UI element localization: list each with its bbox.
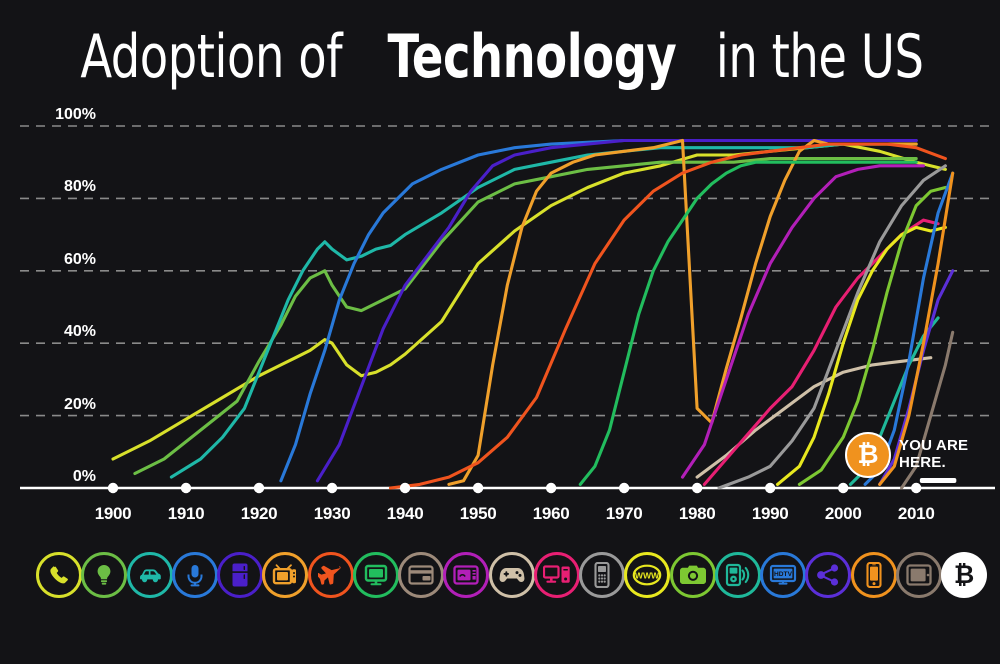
x-tick-dot: [326, 482, 338, 494]
x-axis-label: 2010: [897, 504, 935, 523]
x-axis-label: 1940: [386, 504, 424, 523]
series-line-television: [447, 138, 918, 486]
current-year-bar: [919, 478, 957, 483]
legend-smartphone-icon[interactable]: [850, 552, 897, 598]
legend-hdtv-icon[interactable]: HDTV: [760, 552, 806, 598]
y-axis-label: 60%: [63, 250, 96, 268]
series-line-refrigerator: [315, 138, 918, 483]
legend-www-icon[interactable]: WWW: [624, 552, 671, 598]
chart-plot-area: [0, 110, 1000, 510]
legend-game-controller-icon[interactable]: [488, 552, 535, 598]
page-title: Adoption of Technology in the US: [0, 22, 1000, 92]
legend-computer-icon[interactable]: [533, 552, 580, 598]
svg-text:HDTV: HDTV: [774, 571, 793, 578]
series-line-airplane: [388, 142, 947, 490]
legend-refrigerator-icon[interactable]: [217, 552, 263, 598]
series-line-car: [169, 142, 918, 479]
legend-microwave-icon[interactable]: [443, 552, 490, 598]
series-line-tablet: [900, 330, 955, 490]
legend-digital-camera-icon[interactable]: [669, 552, 716, 598]
you-are-here-line1: YOU ARE: [899, 437, 969, 455]
legend-credit-card-icon[interactable]: [398, 552, 444, 598]
title-emphasis: Technology: [387, 22, 676, 92]
legend-television-icon[interactable]: [262, 552, 309, 598]
x-tick-dot: [910, 482, 922, 494]
y-axis-label: 80%: [63, 178, 96, 196]
technology-icon-legend: WWW HDTV ₿: [0, 552, 1000, 624]
you-are-here-line2: HERE.: [899, 454, 946, 471]
x-axis-label: 1980: [678, 504, 716, 523]
x-axis-label: 1960: [532, 504, 570, 523]
svg-text:₿: ₿: [954, 560, 974, 589]
current-position-marker: [919, 478, 957, 483]
series-line-cellphone: [717, 164, 947, 490]
x-tick-dot: [837, 482, 849, 494]
title-part1: Adoption of: [80, 22, 343, 92]
series-line-digital-camera: [797, 185, 947, 486]
legend-share-icon[interactable]: [805, 552, 852, 598]
x-tick-dot: [107, 482, 119, 494]
x-axis: [107, 482, 922, 494]
x-axis-label: 2000: [824, 504, 862, 523]
legend-color-tv-icon[interactable]: [352, 552, 399, 598]
title-part2: in the US: [716, 22, 924, 92]
bitcoin-icon: ₿: [845, 432, 891, 478]
x-axis-label: 1910: [167, 504, 205, 523]
legend-bitcoin-icon[interactable]: ₿: [941, 552, 987, 598]
x-axis-label: 1950: [459, 504, 497, 523]
x-axis-label: 1930: [313, 504, 351, 523]
x-tick-dot: [180, 482, 192, 494]
legend-lightbulb-icon[interactable]: [81, 552, 128, 598]
x-axis-label: 1990: [751, 504, 789, 523]
y-axis-label: 0%: [72, 468, 96, 485]
legend-mp3-player-icon[interactable]: [714, 552, 761, 598]
legend-cellphone-icon[interactable]: [579, 552, 625, 598]
you-are-here-label: YOU ARE HERE.: [899, 437, 969, 472]
x-tick-dot: [472, 482, 484, 494]
x-tick-dot: [691, 482, 703, 494]
legend-microphone-icon[interactable]: [171, 552, 218, 598]
y-axis-labels: 0% 20% 40% 60% 80% 100%: [24, 106, 96, 510]
x-tick-dot: [618, 482, 630, 494]
adoption-line-chart: [20, 125, 995, 494]
x-tick-dot: [764, 482, 776, 494]
gridlines: [20, 125, 995, 490]
series-line-microwave: [680, 164, 926, 479]
x-axis-label: 1970: [605, 504, 643, 523]
legend-tablet-icon[interactable]: [895, 552, 942, 598]
legend-telephone-icon[interactable]: [36, 552, 82, 598]
series-lines: [111, 138, 955, 490]
x-axis-label: 1900: [94, 504, 132, 523]
x-axis-label: 1920: [240, 504, 278, 523]
series-line-color-tv: [578, 160, 918, 486]
x-tick-dot: [545, 482, 557, 494]
y-axis-label: 40%: [63, 323, 96, 341]
series-line-smartphone: [878, 171, 955, 486]
series-line-lightbulb: [133, 157, 918, 476]
svg-text:WWW: WWW: [635, 571, 660, 581]
series-line-www: [775, 225, 947, 486]
x-tick-dot: [253, 482, 265, 494]
x-tick-dot: [399, 482, 411, 494]
legend-airplane-icon[interactable]: [307, 552, 354, 598]
legend-car-icon[interactable]: [126, 552, 173, 598]
you-are-here-annotation: ₿ YOU ARE HERE.: [845, 432, 968, 478]
y-axis-label: 20%: [63, 395, 96, 413]
y-axis-label: 100%: [55, 106, 96, 123]
x-axis-labels: 1900 1910 1920 1930 1940 1950 1960 1970 1980 1990…: [0, 500, 1000, 534]
